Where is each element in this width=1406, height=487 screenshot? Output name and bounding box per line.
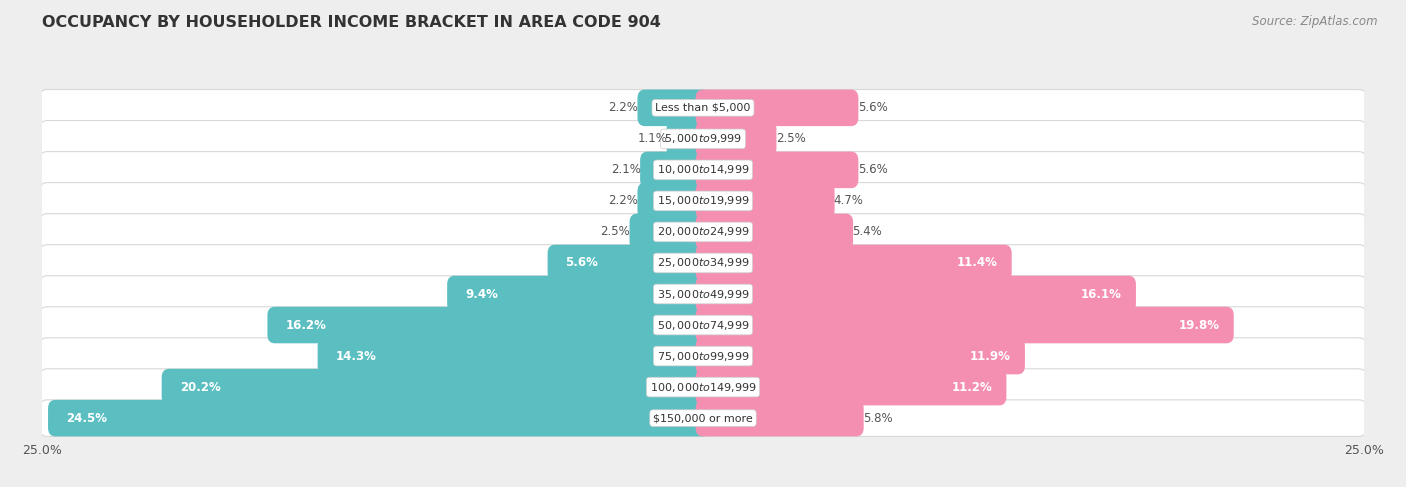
FancyBboxPatch shape: [39, 276, 1367, 312]
FancyBboxPatch shape: [318, 338, 710, 375]
FancyBboxPatch shape: [39, 151, 1367, 188]
FancyBboxPatch shape: [39, 338, 1367, 375]
Text: 5.6%: 5.6%: [565, 257, 599, 269]
FancyBboxPatch shape: [39, 307, 1367, 343]
Text: 5.6%: 5.6%: [858, 164, 887, 176]
Text: $150,000 or more: $150,000 or more: [654, 413, 752, 423]
FancyBboxPatch shape: [696, 183, 835, 219]
FancyBboxPatch shape: [39, 183, 1367, 219]
FancyBboxPatch shape: [696, 369, 1007, 405]
Text: $100,000 to $149,999: $100,000 to $149,999: [650, 381, 756, 393]
Text: 2.2%: 2.2%: [609, 101, 638, 114]
Text: 11.9%: 11.9%: [970, 350, 1011, 362]
Text: $10,000 to $14,999: $10,000 to $14,999: [657, 164, 749, 176]
Text: 2.1%: 2.1%: [612, 164, 641, 176]
FancyBboxPatch shape: [696, 214, 853, 250]
FancyBboxPatch shape: [637, 90, 710, 126]
FancyBboxPatch shape: [39, 400, 1367, 436]
FancyBboxPatch shape: [696, 400, 863, 436]
FancyBboxPatch shape: [48, 400, 710, 436]
Text: 2.5%: 2.5%: [776, 132, 806, 145]
Text: 24.5%: 24.5%: [66, 412, 107, 425]
Text: $25,000 to $34,999: $25,000 to $34,999: [657, 257, 749, 269]
Text: 19.8%: 19.8%: [1178, 318, 1220, 332]
FancyBboxPatch shape: [696, 338, 1025, 375]
Text: $5,000 to $9,999: $5,000 to $9,999: [664, 132, 742, 145]
Text: 1.1%: 1.1%: [637, 132, 668, 145]
Text: 2.2%: 2.2%: [609, 194, 638, 207]
FancyBboxPatch shape: [39, 90, 1367, 126]
FancyBboxPatch shape: [666, 121, 710, 157]
Text: $15,000 to $19,999: $15,000 to $19,999: [657, 194, 749, 207]
FancyBboxPatch shape: [637, 183, 710, 219]
FancyBboxPatch shape: [447, 276, 710, 312]
FancyBboxPatch shape: [630, 214, 710, 250]
Text: Source: ZipAtlas.com: Source: ZipAtlas.com: [1253, 15, 1378, 28]
Text: $35,000 to $49,999: $35,000 to $49,999: [657, 287, 749, 300]
Text: 14.3%: 14.3%: [336, 350, 377, 362]
Text: 2.5%: 2.5%: [600, 225, 630, 239]
FancyBboxPatch shape: [696, 121, 776, 157]
Text: 5.4%: 5.4%: [852, 225, 882, 239]
Text: 4.7%: 4.7%: [834, 194, 863, 207]
Text: 9.4%: 9.4%: [465, 287, 498, 300]
Text: 20.2%: 20.2%: [180, 381, 221, 393]
FancyBboxPatch shape: [640, 151, 710, 188]
FancyBboxPatch shape: [162, 369, 710, 405]
FancyBboxPatch shape: [696, 307, 1233, 343]
Text: 11.4%: 11.4%: [957, 257, 998, 269]
Text: $20,000 to $24,999: $20,000 to $24,999: [657, 225, 749, 239]
Legend: Owner-occupied, Renter-occupied: Owner-occupied, Renter-occupied: [548, 485, 858, 487]
Text: 5.8%: 5.8%: [863, 412, 893, 425]
FancyBboxPatch shape: [696, 276, 1136, 312]
FancyBboxPatch shape: [696, 90, 859, 126]
FancyBboxPatch shape: [39, 369, 1367, 405]
FancyBboxPatch shape: [39, 244, 1367, 281]
FancyBboxPatch shape: [39, 121, 1367, 157]
FancyBboxPatch shape: [547, 244, 710, 281]
Text: Less than $5,000: Less than $5,000: [655, 103, 751, 113]
Text: OCCUPANCY BY HOUSEHOLDER INCOME BRACKET IN AREA CODE 904: OCCUPANCY BY HOUSEHOLDER INCOME BRACKET …: [42, 15, 661, 30]
FancyBboxPatch shape: [267, 307, 710, 343]
FancyBboxPatch shape: [696, 151, 859, 188]
Text: $75,000 to $99,999: $75,000 to $99,999: [657, 350, 749, 362]
Text: $50,000 to $74,999: $50,000 to $74,999: [657, 318, 749, 332]
Text: 11.2%: 11.2%: [952, 381, 993, 393]
FancyBboxPatch shape: [39, 214, 1367, 250]
Text: 16.1%: 16.1%: [1081, 287, 1122, 300]
Text: 16.2%: 16.2%: [285, 318, 326, 332]
Text: 5.6%: 5.6%: [858, 101, 887, 114]
FancyBboxPatch shape: [696, 244, 1012, 281]
